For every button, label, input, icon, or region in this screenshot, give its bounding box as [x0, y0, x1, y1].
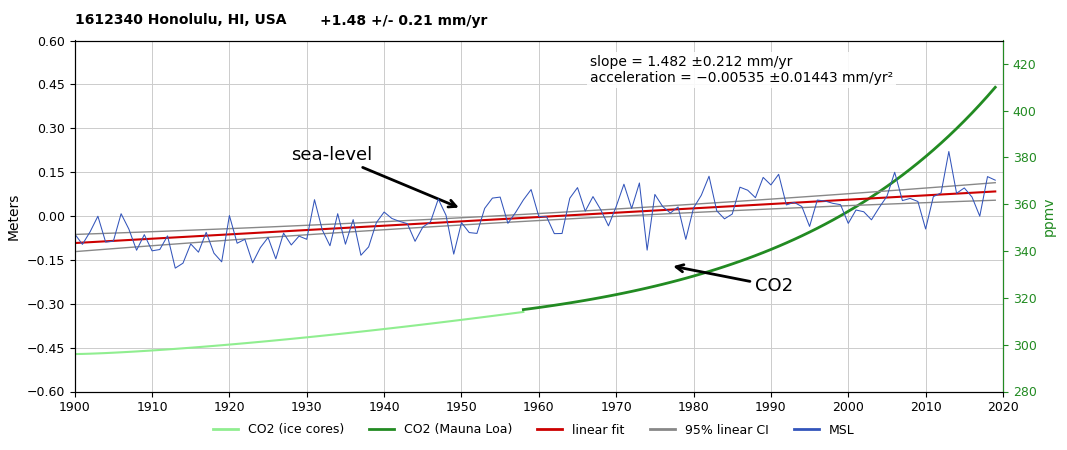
Text: CO2: CO2 [676, 265, 794, 295]
Legend: CO2 (ice cores), CO2 (Mauna Loa), linear fit, 95% linear CI, MSL: CO2 (ice cores), CO2 (Mauna Loa), linear… [208, 418, 859, 441]
Text: 1612340 Honolulu, HI, USA: 1612340 Honolulu, HI, USA [75, 14, 286, 27]
Y-axis label: ppmv: ppmv [1042, 196, 1056, 236]
Text: sea-level: sea-level [291, 146, 456, 207]
Y-axis label: Meters: Meters [7, 192, 21, 240]
Text: +1.48 +/- 0.21 mm/yr: +1.48 +/- 0.21 mm/yr [320, 14, 488, 27]
Text: slope = 1.482 ±0.212 mm/yr
acceleration = −0.00535 ±0.01443 mm/yr²: slope = 1.482 ±0.212 mm/yr acceleration … [590, 54, 893, 85]
